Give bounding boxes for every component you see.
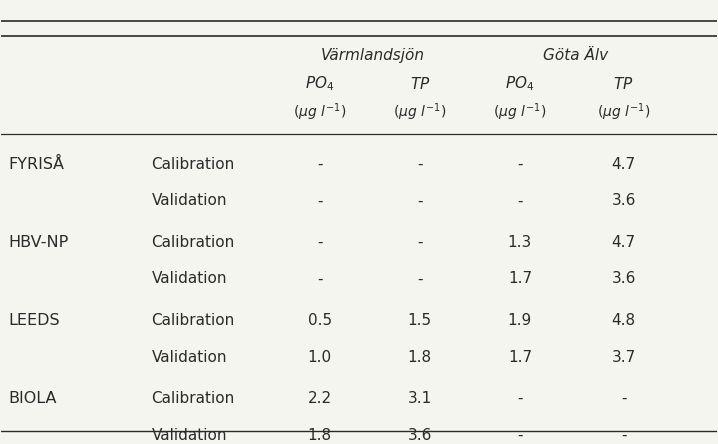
Text: Validation: Validation: [151, 194, 227, 208]
Text: 4.7: 4.7: [612, 234, 635, 250]
Text: 1.5: 1.5: [408, 313, 432, 328]
Text: $\it{(\mu g\ l^{-1})}$: $\it{(\mu g\ l^{-1})}$: [293, 101, 346, 123]
Text: -: -: [317, 234, 322, 250]
Text: 3.7: 3.7: [612, 349, 635, 365]
Text: -: -: [517, 194, 523, 208]
Text: -: -: [417, 157, 423, 171]
Text: -: -: [317, 194, 322, 208]
Text: $\it{(\mu g\ l^{-1})}$: $\it{(\mu g\ l^{-1})}$: [597, 101, 651, 123]
Text: 3.1: 3.1: [408, 391, 432, 406]
Text: -: -: [417, 194, 423, 208]
Text: 1.9: 1.9: [508, 313, 532, 328]
Text: $\it{TP}$: $\it{TP}$: [613, 76, 634, 92]
Text: HBV-NP: HBV-NP: [9, 234, 69, 250]
Text: 1.0: 1.0: [307, 349, 332, 365]
Text: Validation: Validation: [151, 349, 227, 365]
Text: 2.2: 2.2: [307, 391, 332, 406]
Text: 3.6: 3.6: [612, 194, 636, 208]
Text: $\it{PO_4}$: $\it{PO_4}$: [305, 75, 335, 93]
Text: LEEDS: LEEDS: [9, 313, 60, 328]
Text: Calibration: Calibration: [151, 234, 235, 250]
Text: -: -: [417, 271, 423, 286]
Text: $\it{TP}$: $\it{TP}$: [409, 76, 430, 92]
Text: 3.6: 3.6: [408, 428, 432, 443]
Text: FYRISÅ: FYRISÅ: [9, 157, 65, 171]
Text: -: -: [517, 391, 523, 406]
Text: -: -: [621, 428, 626, 443]
Text: $\it{(\mu g\ l^{-1})}$: $\it{(\mu g\ l^{-1})}$: [493, 101, 546, 123]
Text: Calibration: Calibration: [151, 313, 235, 328]
Text: Värmlandsjön: Värmlandsjön: [321, 48, 425, 63]
Text: 3.6: 3.6: [612, 271, 636, 286]
Text: 1.7: 1.7: [508, 349, 532, 365]
Text: -: -: [621, 391, 626, 406]
Text: $\it{(\mu g\ l^{-1})}$: $\it{(\mu g\ l^{-1})}$: [393, 101, 447, 123]
Text: 1.8: 1.8: [408, 349, 432, 365]
Text: Calibration: Calibration: [151, 391, 235, 406]
Text: Göta Älv: Göta Älv: [543, 48, 608, 63]
Text: -: -: [317, 157, 322, 171]
Text: Validation: Validation: [151, 271, 227, 286]
Text: 4.8: 4.8: [612, 313, 635, 328]
Text: 1.3: 1.3: [508, 234, 532, 250]
Text: 4.7: 4.7: [612, 157, 635, 171]
Text: Calibration: Calibration: [151, 157, 235, 171]
Text: -: -: [517, 157, 523, 171]
Text: -: -: [517, 428, 523, 443]
Text: -: -: [317, 271, 322, 286]
Text: BIOLA: BIOLA: [9, 391, 57, 406]
Text: 1.7: 1.7: [508, 271, 532, 286]
Text: 1.8: 1.8: [307, 428, 332, 443]
Text: -: -: [417, 234, 423, 250]
Text: $\it{PO_4}$: $\it{PO_4}$: [505, 75, 535, 93]
Text: Validation: Validation: [151, 428, 227, 443]
Text: 0.5: 0.5: [307, 313, 332, 328]
